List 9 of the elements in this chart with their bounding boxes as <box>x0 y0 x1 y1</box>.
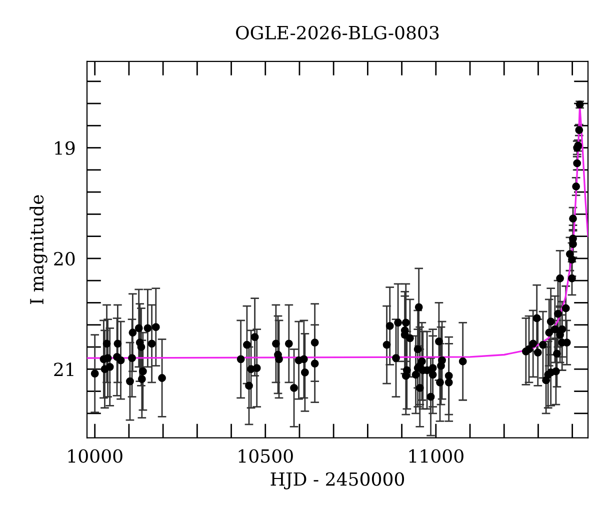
y-tick-label: 20 <box>54 252 75 266</box>
x-tick-label: 11000 <box>409 449 464 463</box>
x-tick-label: 10500 <box>238 449 293 463</box>
y-axis-title: I magnitude <box>30 195 48 304</box>
chart-title: OGLE-2026-BLG-0803 <box>236 26 439 40</box>
y-tick-label: 19 <box>55 141 75 155</box>
x-axis-title: HJD - 2450000 <box>270 472 404 490</box>
y-tick-label: 21 <box>54 362 74 376</box>
x-tick-label: 10000 <box>68 449 122 463</box>
